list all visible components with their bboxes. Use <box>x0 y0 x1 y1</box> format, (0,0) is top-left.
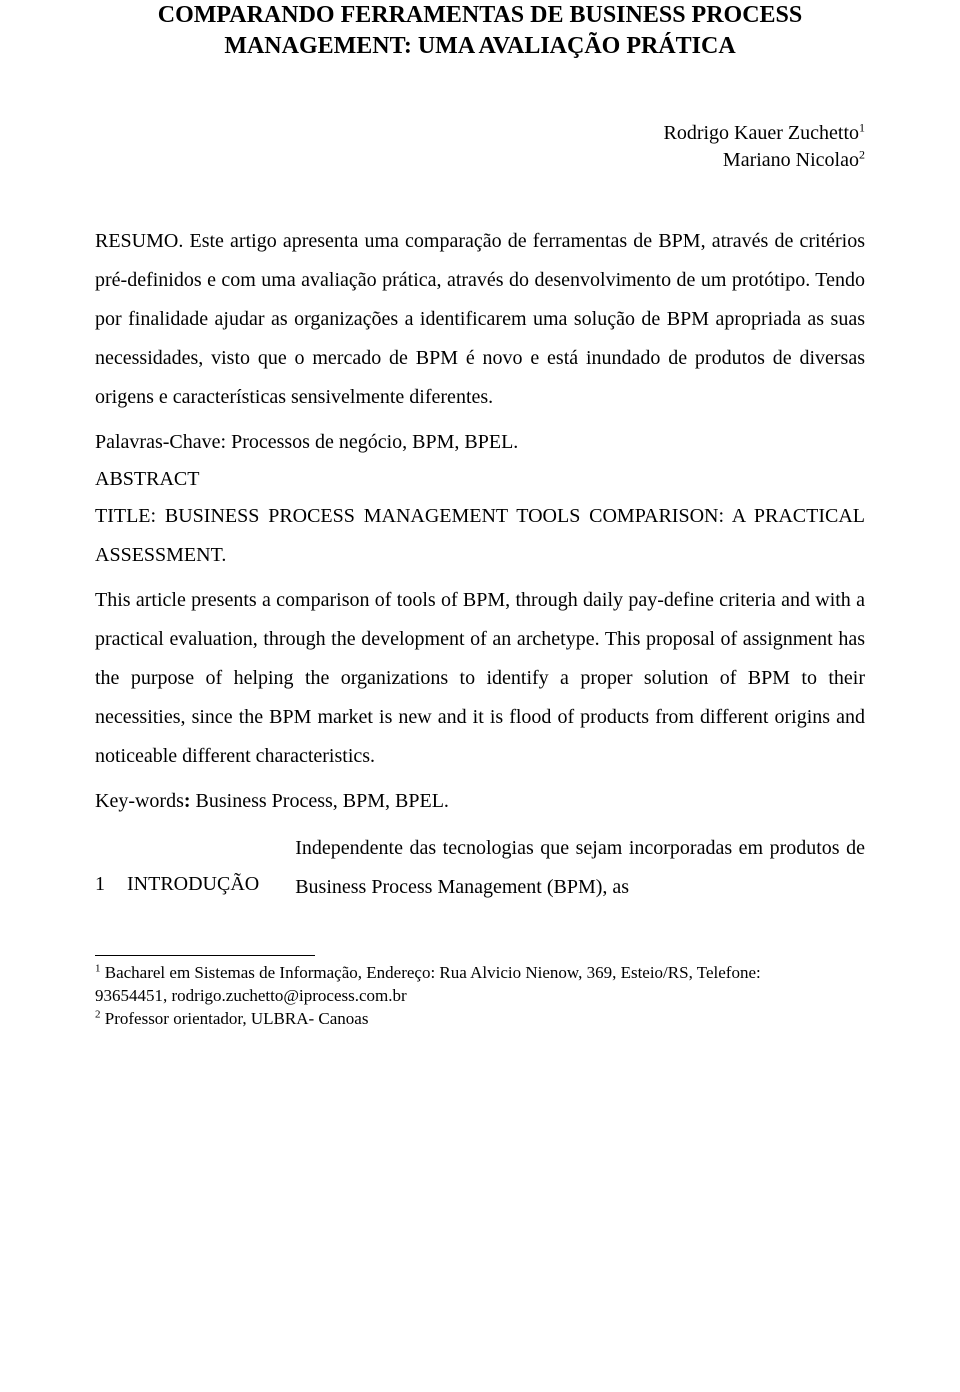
resumo-label: RESUMO. <box>95 230 183 252</box>
intro-heading: INTRODUÇÃO <box>127 865 259 904</box>
author-1-name: Rodrigo Kauer Zuchetto <box>664 122 860 144</box>
resumo-paragraph: RESUMO. Este artigo apresenta uma compar… <box>95 222 865 417</box>
abstract-label: ABSTRACT <box>95 468 865 491</box>
title-line-1: COMPARANDO FERRAMENTAS DE BUSINESS PROCE… <box>95 0 865 31</box>
author-2-name: Mariano Nicolao <box>723 149 859 171</box>
paper-title: COMPARANDO FERRAMENTAS DE BUSINESS PROCE… <box>95 0 865 62</box>
abstract-title: TITLE: BUSINESS PROCESS MANAGEMENT TOOLS… <box>95 497 865 575</box>
intro-body-col: Independente das tecnologias que sejam i… <box>295 829 865 907</box>
intro-heading-col: 1 INTRODUÇÃO <box>95 829 259 907</box>
author-1-sup: 1 <box>859 121 865 135</box>
keywords-en-label: Key-words <box>95 790 184 812</box>
footnote-2-text: Professor orientador, ULBRA- Canoas <box>101 1009 369 1028</box>
author-2-sup: 2 <box>859 148 865 162</box>
intro-body: Independente das tecnologias que sejam i… <box>295 837 865 898</box>
keywords-en-colon: : <box>184 790 191 812</box>
palavras-chave-label: Palavras-Chave: <box>95 431 226 453</box>
keywords-en-text: Business Process, BPM, BPEL. <box>191 790 449 812</box>
authors-block: Rodrigo Kauer Zuchetto1 Mariano Nicolao2 <box>95 120 865 174</box>
title-line-2: MANAGEMENT: UMA AVALIAÇÃO PRÁTICA <box>95 31 865 62</box>
resumo-text: Este artigo apresenta uma comparação de … <box>95 230 865 408</box>
footnotes: 1 Bacharel em Sistemas de Informação, En… <box>95 962 865 1031</box>
footnote-2: 2 Professor orientador, ULBRA- Canoas <box>95 1008 865 1031</box>
footnote-1-line2: 93654451, rodrigo.zuchetto@iprocess.com.… <box>95 986 407 1005</box>
palavras-chave-text: Processos de negócio, BPM, BPEL. <box>226 431 518 453</box>
footnote-1-line1: Bacharel em Sistemas de Informação, Ende… <box>101 963 761 982</box>
keywords-en: Key-words: Business Process, BPM, BPEL. <box>95 782 865 821</box>
abstract-text: This article presents a comparison of to… <box>95 581 865 776</box>
intro-number: 1 <box>95 865 105 904</box>
intro-two-column: 1 INTRODUÇÃO Independente das tecnologia… <box>95 829 865 907</box>
footnote-separator <box>95 955 315 956</box>
footnote-1: 1 Bacharel em Sistemas de Informação, En… <box>95 962 865 1008</box>
palavras-chave: Palavras-Chave: Processos de negócio, BP… <box>95 423 865 462</box>
